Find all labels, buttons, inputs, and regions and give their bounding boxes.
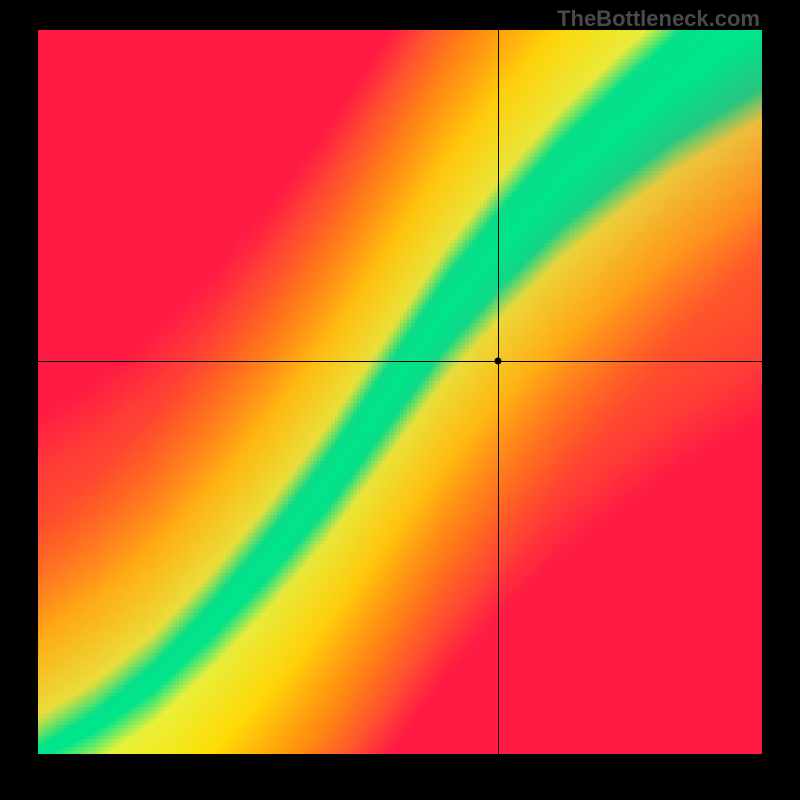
crosshair-vertical [498,30,499,754]
heatmap-canvas [38,30,762,754]
watermark-text: TheBottleneck.com [557,6,760,32]
crosshair-horizontal [38,361,762,362]
plot-area [38,30,762,754]
crosshair-marker [494,357,501,364]
